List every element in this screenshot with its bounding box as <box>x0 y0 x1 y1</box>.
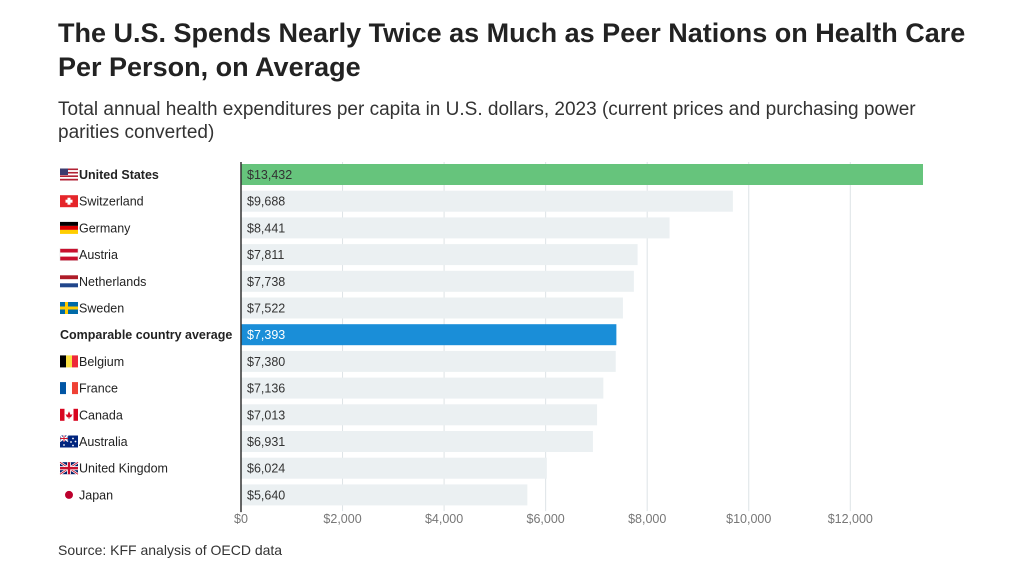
uk-flag-icon <box>59 461 79 476</box>
bar <box>241 217 670 239</box>
data-label: $6,024 <box>247 462 285 476</box>
data-label: $7,380 <box>247 355 285 369</box>
category-label: Austria <box>79 248 118 262</box>
canada-flag-icon <box>60 408 78 421</box>
data-label: $8,441 <box>247 221 285 235</box>
data-label: $7,013 <box>247 408 285 422</box>
bar <box>241 164 923 185</box>
source-note: Source: KFF analysis of OECD data <box>58 542 283 558</box>
x-tick-label: $6,000 <box>527 512 565 526</box>
bar <box>241 457 547 479</box>
bar <box>241 377 604 399</box>
data-label: $7,738 <box>247 275 285 289</box>
data-label: $6,931 <box>247 435 285 449</box>
switzerland-flag-icon <box>60 195 78 208</box>
australia-flag-icon <box>59 434 78 448</box>
bar <box>241 324 617 346</box>
category-label: Comparable country average <box>60 328 232 342</box>
data-label: $7,393 <box>247 328 285 342</box>
belgium-flag-icon <box>60 355 78 368</box>
data-label: $7,136 <box>247 382 285 396</box>
category-label: United States <box>79 168 159 182</box>
data-label: $7,522 <box>247 302 285 316</box>
category-label: Switzerland <box>79 195 144 209</box>
x-tick-label: $0 <box>234 512 248 526</box>
austria-flag-icon <box>59 248 79 261</box>
category-label: France <box>79 382 118 396</box>
category-label: Canada <box>79 408 123 422</box>
category-label: United Kingdom <box>79 462 168 476</box>
bar <box>241 404 598 426</box>
x-tick-label: $12,000 <box>828 512 873 526</box>
x-tick-label: $4,000 <box>425 512 463 526</box>
bar <box>241 484 528 506</box>
bar <box>241 431 593 452</box>
category-label: Germany <box>79 221 131 235</box>
france-flag-icon <box>60 382 78 395</box>
japan-flag-icon <box>65 490 73 499</box>
bar <box>241 297 623 319</box>
category-label: Belgium <box>79 355 124 369</box>
us-flag-icon <box>60 168 78 181</box>
bar <box>241 270 634 292</box>
category-label: Australia <box>79 435 128 449</box>
bar <box>241 190 733 212</box>
germany-flag-icon <box>60 221 78 234</box>
data-label: $7,811 <box>247 248 284 262</box>
category-label: Japan <box>79 488 113 502</box>
x-tick-label: $2,000 <box>323 512 361 526</box>
x-tick-label: $10,000 <box>726 512 771 526</box>
data-label: $9,688 <box>247 195 285 209</box>
netherlands-flag-icon <box>60 275 78 288</box>
bar <box>241 244 638 266</box>
chart-subtitle: Total annual health expenditures per cap… <box>58 99 916 143</box>
bar <box>241 350 616 372</box>
sweden-flag-icon <box>60 302 78 314</box>
data-label: $13,432 <box>247 168 292 182</box>
x-tick-label: $8,000 <box>628 512 666 526</box>
category-label: Sweden <box>79 302 124 316</box>
chart-title: The U.S. Spends Nearly Twice as Much as … <box>58 18 966 82</box>
category-label: Netherlands <box>79 275 146 289</box>
data-label: $5,640 <box>247 488 285 502</box>
